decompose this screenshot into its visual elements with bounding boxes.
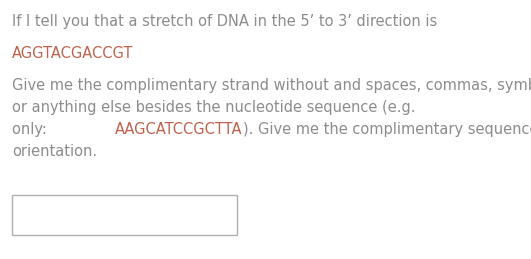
Text: ). Give me the complimentary sequence in the 3’ to 5’: ). Give me the complimentary sequence in…: [243, 122, 531, 137]
Text: If I tell you that a stretch of DNA in the 5’ to 3’ direction is: If I tell you that a stretch of DNA in t…: [12, 14, 437, 29]
FancyBboxPatch shape: [12, 195, 237, 235]
Text: or anything else besides the nucleotide sequence (e.g.: or anything else besides the nucleotide …: [12, 100, 415, 115]
Text: only:: only:: [12, 122, 52, 137]
Text: AGGTACGACCGT: AGGTACGACCGT: [12, 46, 133, 61]
Text: orientation.: orientation.: [12, 144, 97, 159]
Text: AAGCATCCGCTTA: AAGCATCCGCTTA: [115, 122, 243, 137]
Text: Give me the complimentary strand without and spaces, commas, symbols: Give me the complimentary strand without…: [12, 78, 531, 93]
